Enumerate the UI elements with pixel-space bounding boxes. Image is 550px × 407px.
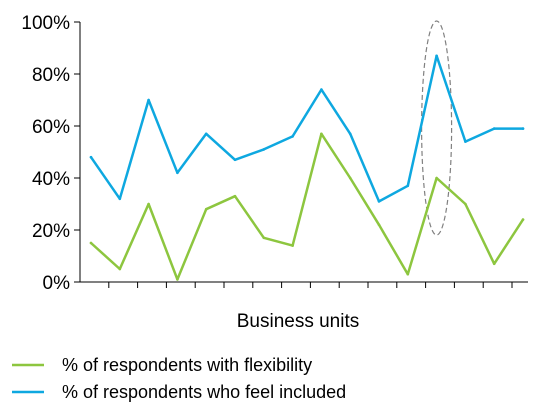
data-point bbox=[348, 132, 352, 136]
data-point bbox=[262, 236, 266, 240]
data-point bbox=[492, 262, 496, 266]
data-point bbox=[377, 200, 381, 203]
data-point bbox=[435, 54, 438, 58]
data-point bbox=[233, 194, 237, 198]
data-point bbox=[262, 148, 266, 151]
data-point bbox=[204, 207, 208, 211]
data-point bbox=[118, 267, 122, 271]
highlight-ellipse bbox=[421, 20, 453, 236]
data-point bbox=[176, 171, 179, 175]
legend-label: % of respondents who feel included bbox=[62, 382, 346, 402]
data-point bbox=[464, 202, 467, 206]
data-point bbox=[320, 132, 323, 136]
data-point bbox=[291, 244, 294, 247]
series-group bbox=[89, 54, 525, 281]
x-axis bbox=[80, 281, 528, 288]
data-point bbox=[435, 176, 438, 180]
series-line-2 bbox=[89, 54, 525, 203]
data-point bbox=[291, 135, 294, 138]
data-point bbox=[320, 88, 323, 91]
data-point bbox=[521, 218, 525, 221]
data-point bbox=[492, 127, 496, 130]
y-tick-label: 20% bbox=[32, 221, 70, 242]
data-point bbox=[147, 98, 150, 102]
data-point bbox=[147, 202, 150, 206]
data-point bbox=[377, 223, 381, 227]
data-point bbox=[406, 184, 410, 188]
y-axis: 0% 20% 40% 60% 80% 100% bbox=[21, 13, 81, 294]
data-point bbox=[89, 155, 93, 159]
y-tick-label: 40% bbox=[32, 169, 70, 190]
series-line-1 bbox=[89, 132, 525, 281]
data-point bbox=[118, 197, 122, 201]
data-point bbox=[176, 278, 179, 281]
data-point bbox=[233, 158, 237, 162]
data-point bbox=[406, 272, 410, 276]
y-tick-label: 80% bbox=[32, 65, 70, 86]
x-axis-title: Business units bbox=[237, 311, 360, 332]
y-tick-label: 0% bbox=[43, 273, 71, 294]
data-point bbox=[464, 140, 467, 143]
data-point bbox=[89, 241, 93, 245]
legend-label: % of respondents with flexibility bbox=[62, 355, 312, 375]
legend: % of respondents with flexibility % of re… bbox=[12, 355, 346, 402]
y-tick-label: 100% bbox=[21, 13, 70, 34]
y-tick-label: 60% bbox=[32, 117, 70, 138]
data-point bbox=[204, 132, 208, 136]
data-point bbox=[521, 127, 525, 130]
data-point bbox=[348, 176, 352, 180]
highlight-group bbox=[421, 20, 453, 236]
